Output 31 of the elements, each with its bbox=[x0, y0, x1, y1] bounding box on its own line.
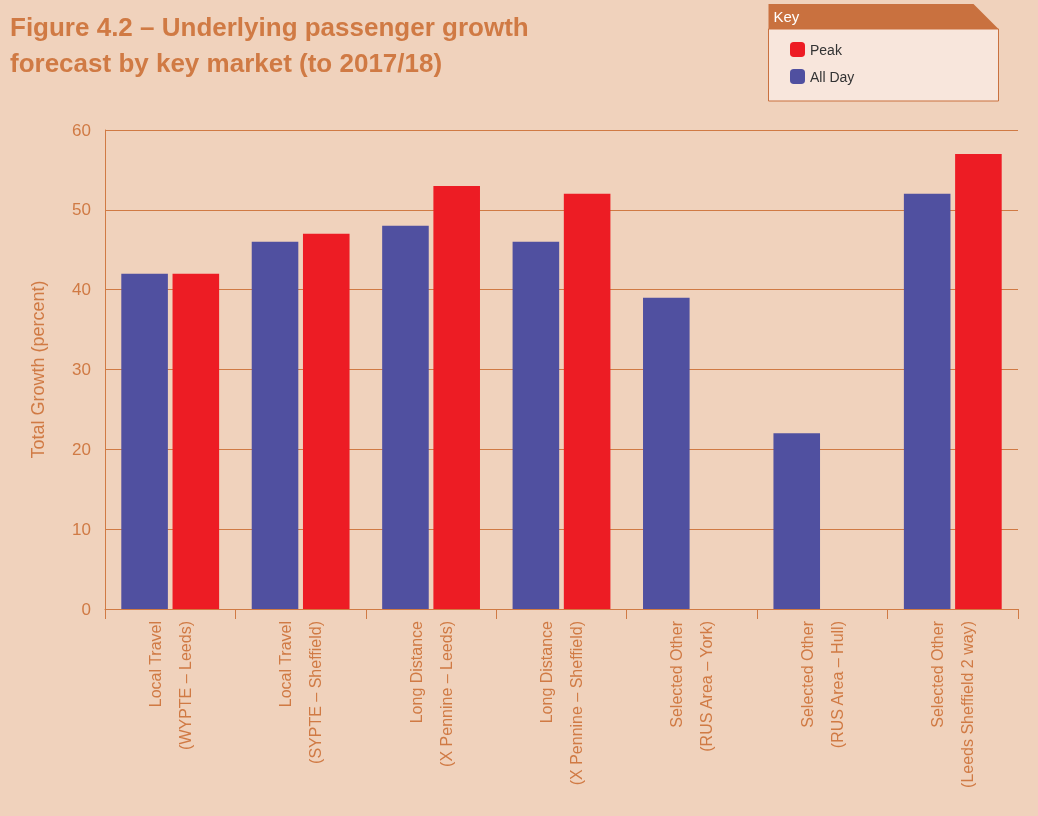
legend-label: Peak bbox=[810, 41, 843, 58]
x-tick-label: Long Distance (X Pennine – Sheffield) bbox=[538, 620, 585, 786]
x-tick-label: Selected Other (RUS Area – Hull) bbox=[798, 620, 846, 749]
x-tick-label: Selected Other (Leeds Sheffield 2 way) bbox=[929, 620, 977, 788]
bar bbox=[643, 297, 690, 609]
y-tick-label: 10 bbox=[72, 519, 91, 539]
bar bbox=[121, 273, 168, 609]
bar bbox=[382, 225, 429, 609]
bar bbox=[512, 241, 560, 609]
x-tick-label: Long Distance (X Pennine – Leeds) bbox=[407, 620, 455, 767]
x-tick-label: Selected Other (RUS Area – York) bbox=[668, 620, 716, 752]
y-tick-label: 40 bbox=[72, 280, 91, 300]
chart-title: Figure 4.2 – Underlying passenger growth forecast by key market (to 2017/18) bbox=[10, 12, 536, 78]
y-tick-label: 20 bbox=[72, 439, 91, 459]
bar bbox=[433, 185, 480, 609]
legend-title: Key bbox=[773, 8, 800, 25]
bar bbox=[773, 433, 821, 609]
bar bbox=[302, 233, 350, 609]
bar bbox=[172, 273, 220, 609]
bar bbox=[563, 193, 611, 609]
y-tick-label: 0 bbox=[81, 599, 91, 619]
bar bbox=[251, 241, 299, 609]
y-tick-label: 50 bbox=[72, 200, 91, 220]
x-tick-label: Local Travel (SYPTE – Sheffield) bbox=[277, 621, 325, 764]
legend-label: All Day bbox=[810, 68, 855, 85]
y-tick-label: 30 bbox=[72, 360, 91, 379]
bar bbox=[903, 193, 951, 609]
x-tick-label: Local Travel (WYPTE – Leeds) bbox=[146, 621, 194, 750]
bar bbox=[955, 153, 1002, 609]
y-axis-title: Total Growth (percent) bbox=[28, 280, 48, 459]
y-tick-label: 60 bbox=[72, 120, 91, 140]
